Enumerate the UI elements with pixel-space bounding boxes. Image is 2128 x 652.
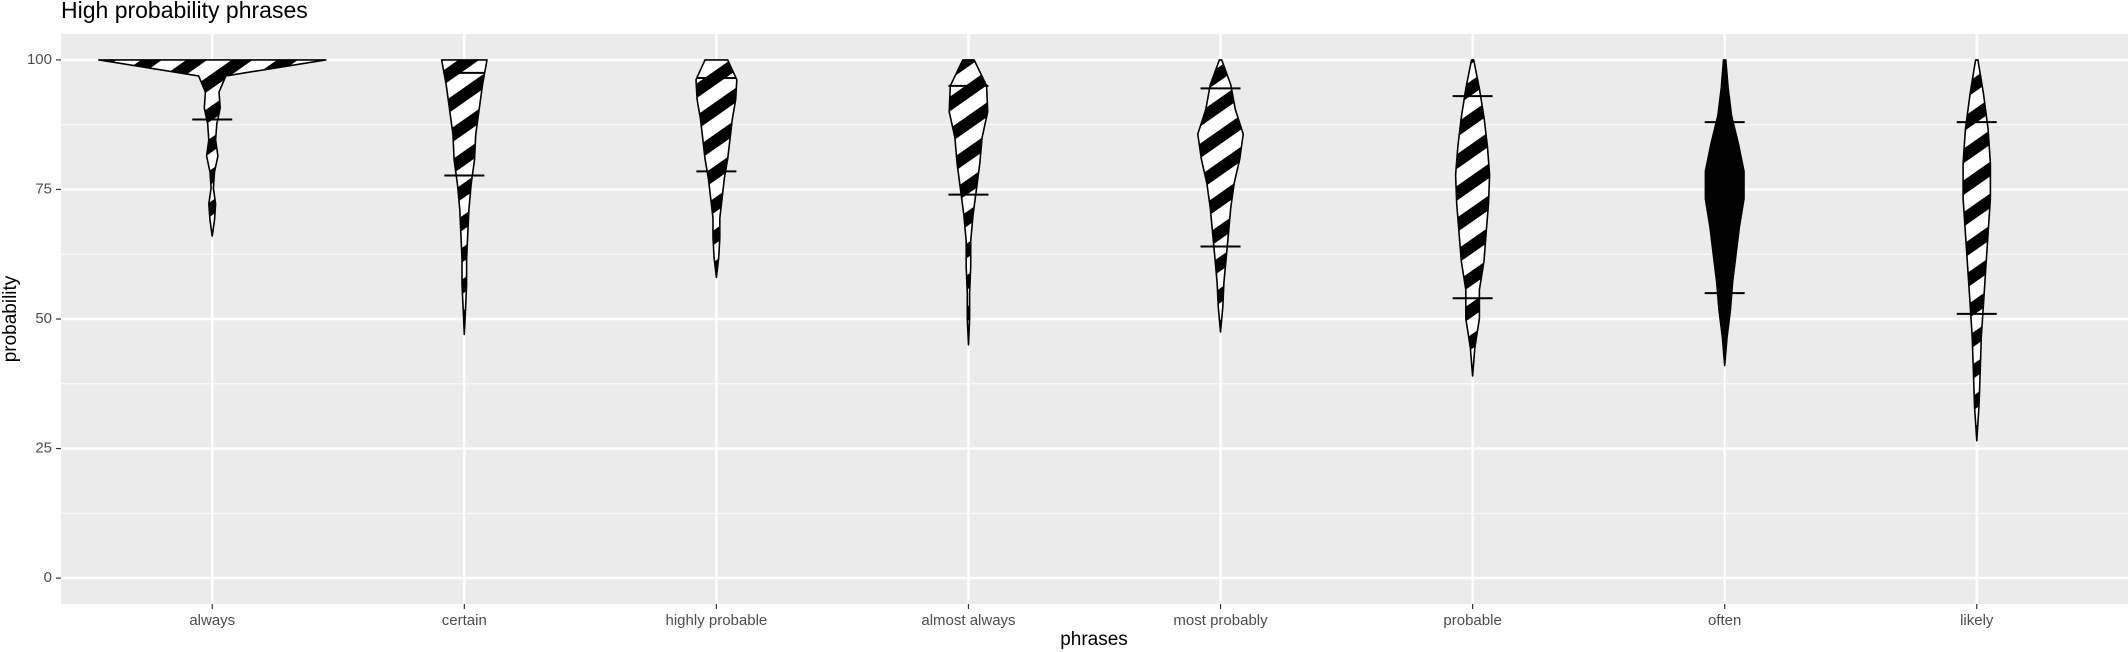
violin — [98, 59, 327, 237]
violin — [695, 59, 738, 279]
violin — [1704, 59, 1745, 367]
y-tick-label: 75 — [35, 180, 52, 197]
x-tick-label: probable — [1443, 612, 1501, 629]
x-tick-label: often — [1708, 612, 1741, 629]
violin — [1962, 59, 1992, 442]
y-axis-title: probability — [0, 275, 21, 362]
x-tick-label: likely — [1960, 612, 1994, 629]
violin — [1197, 59, 1244, 333]
x-tick-label: almost always — [921, 612, 1015, 629]
y-tick-label: 100 — [27, 51, 52, 68]
chart-title: High probability phrases — [61, 0, 308, 23]
y-tick-label: 25 — [35, 440, 52, 457]
violin — [948, 59, 989, 346]
x-tick-label: most probably — [1173, 612, 1268, 629]
x-axis-title: phrases — [1060, 629, 1128, 650]
x-tick-label: always — [189, 612, 235, 629]
x-tick-label: certain — [442, 612, 487, 629]
y-tick-label: 50 — [35, 310, 52, 327]
x-tick-label: highly probable — [666, 612, 768, 629]
violin — [1454, 59, 1491, 377]
violin — [440, 59, 488, 336]
y-tick-label: 0 — [44, 569, 52, 586]
